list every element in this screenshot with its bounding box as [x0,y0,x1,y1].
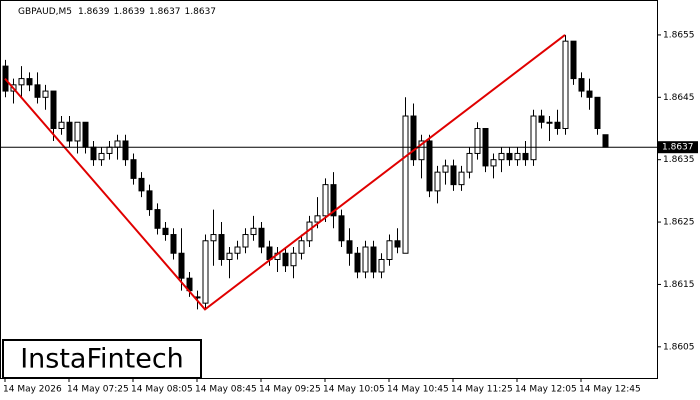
candle-body [442,165,449,173]
candle-body [34,84,41,98]
x-tick-label: 14 May 11:25 [451,385,513,395]
candle-body [298,240,305,254]
x-tick-label: 14 May 09:25 [259,385,321,395]
candle-body [162,227,169,236]
candle-body [506,152,513,161]
current-price-box [658,141,698,154]
logo: InstaFintech [20,344,184,375]
candle-body [530,115,537,161]
candle-body [554,121,561,129]
candle-body [410,115,417,161]
candle-body [578,78,585,92]
candle-body [330,184,337,217]
y-tick-label: 1.8635 [663,155,695,165]
candle-body [362,246,369,273]
candle-body [26,78,33,86]
x-tick-label: 14 May 08:05 [131,385,193,395]
candle-body [322,184,329,217]
candle-body [90,146,97,161]
candle-body [138,177,145,192]
y-tick-label: 1.8645 [663,93,695,103]
candle-body [42,90,49,98]
candle-body [370,246,377,273]
candle-body [122,140,129,161]
y-tick-label: 1.8605 [663,342,695,352]
ohlc-close: 1.8637 [185,7,217,17]
candle-body [146,190,153,211]
x-tick-label: 14 May 08:45 [195,385,257,395]
candle-body [314,215,321,223]
candle-body [386,240,393,260]
candle-body [226,252,233,260]
x-tick-label: 14 May 10:05 [323,385,385,395]
candle-body [250,227,257,236]
y-tick-label: 1.8655 [663,30,695,40]
candle-body [50,90,57,129]
candle-body [394,240,401,248]
candle-body [402,115,409,254]
candle-body [130,159,137,179]
candle-body [546,121,553,124]
candle-body [210,234,217,242]
x-tick-label: 14 May 2026 [3,385,62,395]
candle-body [74,121,81,142]
candle-body [18,78,25,86]
candle-body [82,121,89,148]
candle-body [354,252,361,273]
candle-body [58,121,65,129]
y-tick-label: 1.8625 [663,218,695,228]
candle-body [114,140,121,148]
candle-body [170,234,177,254]
candle-body [66,121,73,142]
candle-body [378,258,385,273]
candle-body [450,165,457,186]
candle-body [106,146,113,154]
candle-body [498,152,505,161]
candle-body [466,152,473,173]
x-tick-label: 14 May 10:45 [387,385,449,395]
candle-body [290,252,297,267]
candle-body [458,171,465,186]
candle-body [266,246,273,260]
y-tick-label: 1.8615 [663,280,695,290]
candle-body [602,134,609,148]
candle-body [338,215,345,242]
plot-frame [0,0,658,379]
candle-body [202,240,209,304]
chart-header: GBPAUD,M5 1.8639 1.8639 1.8637 1.8637 [18,7,216,17]
pattern-line [4,34,566,311]
candle-body [258,227,265,248]
candle-body [418,140,425,161]
candle-body [178,252,185,279]
candle-body [570,40,577,80]
symbol: GBPAUD,M5 [18,7,72,17]
current-price-label: 1.8637 [662,143,694,153]
candle-body [234,246,241,254]
candle-body [282,252,289,267]
x-tick-label: 14 May 12:05 [515,385,577,395]
ohlc-open: 1.8639 [78,7,110,17]
candle-body [538,115,545,123]
candles [2,34,609,310]
candle-body [434,171,441,192]
x-tick-label: 14 May 07:25 [67,385,129,395]
candle-body [242,234,249,248]
ohlc-low: 1.8637 [149,7,181,17]
candle-body [218,234,225,260]
candle-body [154,209,161,229]
x-tick-label: 14 May 12:45 [579,385,641,395]
candle-body [98,152,105,161]
candle-body [522,152,529,161]
candle-body [426,140,433,192]
candle-body [514,152,521,161]
candle-body [474,127,481,154]
candle-body [594,96,601,129]
candle-body [562,40,569,129]
candle-body [586,90,593,98]
candle-body [490,159,497,167]
logo-box [2,339,202,379]
ohlc-high: 1.8639 [114,7,146,17]
candle-body [346,240,353,254]
